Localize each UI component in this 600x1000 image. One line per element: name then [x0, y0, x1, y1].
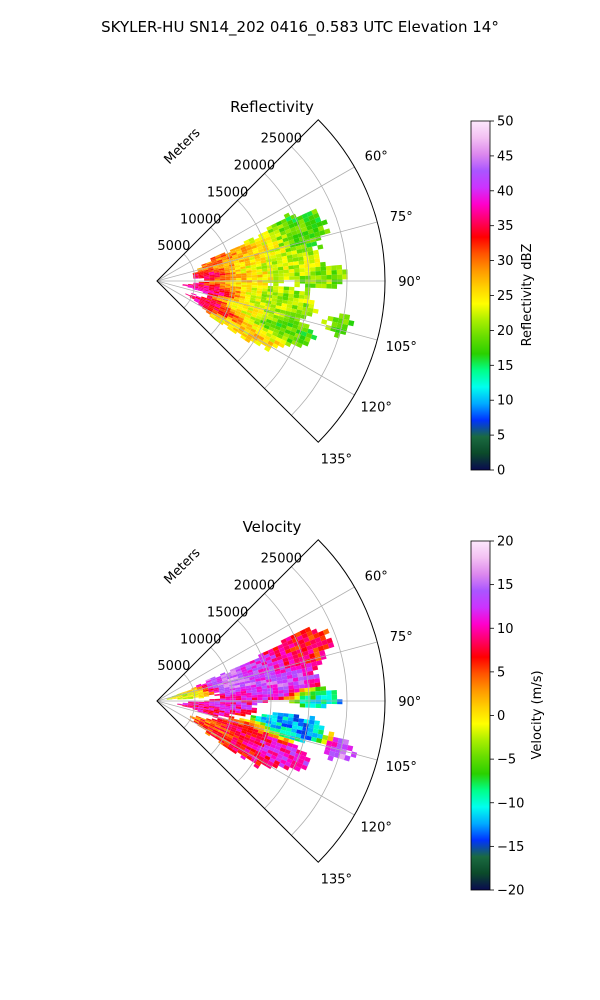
range-tick-label: 10000 [180, 212, 221, 227]
velocity-colorbar-label: Velocity (m/s) [530, 670, 545, 759]
colorbar-tick-label: −15 [497, 840, 524, 855]
reflectivity-field [182, 208, 355, 353]
azimuth-tick-label: 90° [398, 275, 421, 290]
colorbar-tick-label: 5 [497, 429, 505, 444]
range-tick-label: 5000 [157, 239, 190, 254]
azimuth-tick-label: 75° [390, 210, 413, 225]
range-tick-label: 5000 [157, 659, 190, 674]
colorbar-tick-label: 15 [497, 359, 514, 374]
reflectivity-panel: Reflectivity Meters 5000 10000 15000 20000 2… [156, 98, 535, 479]
colorbar-tick-label: 10 [497, 394, 514, 409]
reflectivity-title: Reflectivity [230, 98, 314, 116]
colorbar-tick-label: 20 [497, 535, 514, 550]
velocity-colorbar: −20 −15 −10 −5 0 5 10 15 20 [470, 535, 524, 899]
colorbar-tick-label: 25 [497, 289, 514, 304]
reflectivity-grid [156, 119, 386, 443]
colorbar-scale [470, 540, 491, 891]
colorbar-tick-label: 40 [497, 184, 514, 199]
range-tick-label: 15000 [207, 605, 248, 620]
colorbar-tick-label: 5 [497, 665, 505, 680]
velocity-radial-label: Meters [162, 545, 204, 587]
colorbar-tick-label: 50 [497, 115, 514, 130]
colorbar-tick-label: 20 [497, 324, 514, 339]
velocity-azimuth-ticks: 60° 75° 90° 105° 120° 135° [321, 570, 422, 888]
velocity-range-ticks: 5000 10000 15000 20000 25000 [157, 552, 302, 674]
reflectivity-azimuth-ticks: 60° 75° 90° 105° 120° 135° [321, 150, 422, 468]
colorbar-tick-label: 35 [497, 219, 514, 234]
colorbar-tick-label: 45 [497, 149, 514, 164]
azimuth-tick-label: 60° [365, 150, 388, 165]
range-tick-label: 15000 [207, 185, 248, 200]
azimuth-tick-label: 105° [386, 340, 417, 355]
range-tick-label: 25000 [261, 132, 302, 147]
reflectivity-radial-label: Meters [162, 125, 204, 167]
azimuth-tick-label: 135° [321, 452, 352, 467]
colorbar-tick-label: 0 [497, 464, 505, 479]
reflectivity-colorbar-label: Reflectivity dBZ [520, 244, 535, 347]
azimuth-tick-label: 120° [361, 400, 392, 415]
colorbar-tick-label: 15 [497, 578, 514, 593]
range-tick-label: 20000 [234, 159, 275, 174]
azimuth-tick-label: 105° [386, 760, 417, 775]
reflectivity-colorbar: 0 5 10 15 20 25 30 35 40 45 50 [470, 115, 514, 479]
colorbar-tick-label: 10 [497, 622, 514, 637]
azimuth-tick-label: 90° [398, 695, 421, 710]
colorbar-tick-label: 0 [497, 709, 505, 724]
colorbar-tick-label: 30 [497, 254, 514, 269]
azimuth-tick-label: 120° [361, 820, 392, 835]
velocity-field [166, 626, 358, 772]
azimuth-tick-label: 135° [321, 872, 352, 887]
range-tick-label: 10000 [180, 632, 221, 647]
colorbar-tick-label: −5 [497, 753, 516, 768]
colorbar-tick-label: −20 [497, 884, 524, 899]
figure-suptitle: SKYLER-HU SN14_202 0416_0.583 UTC Elevat… [101, 18, 499, 37]
velocity-panel: Velocity Meters 5000 10000 15000 20000 25000… [156, 518, 545, 899]
colorbar-tick-label: −10 [497, 796, 524, 811]
range-tick-label: 25000 [261, 552, 302, 567]
colorbar-scale [470, 120, 491, 471]
azimuth-tick-label: 60° [365, 570, 388, 585]
range-tick-label: 20000 [234, 579, 275, 594]
reflectivity-range-ticks: 5000 10000 15000 20000 25000 [157, 132, 302, 254]
velocity-grid [156, 539, 386, 863]
azimuth-tick-label: 75° [390, 630, 413, 645]
velocity-title: Velocity [243, 518, 302, 536]
